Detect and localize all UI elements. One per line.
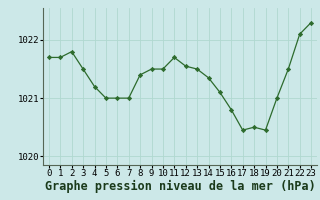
- X-axis label: Graphe pression niveau de la mer (hPa): Graphe pression niveau de la mer (hPa): [44, 180, 316, 193]
